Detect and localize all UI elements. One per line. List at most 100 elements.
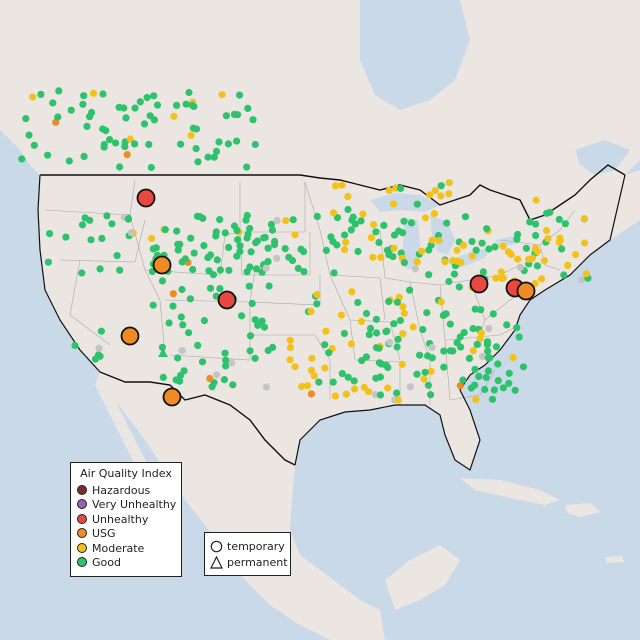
monitor-site-marker <box>99 90 107 98</box>
monitor-site-marker <box>366 324 375 332</box>
monitor-site-marker-large <box>516 281 536 301</box>
monitor-site-marker <box>556 234 564 242</box>
monitor-site-marker <box>159 373 167 381</box>
monitor-site-marker <box>499 242 507 250</box>
monitor-site-marker <box>251 354 259 362</box>
monitor-site-marker <box>442 310 450 318</box>
moderate-swatch-icon <box>77 543 87 553</box>
monitor-site-marker <box>394 396 402 404</box>
monitor-site-marker <box>249 116 257 124</box>
monitor-site-marker <box>427 391 435 399</box>
monitor-site-marker <box>178 347 186 355</box>
monitor-site-marker <box>389 200 398 208</box>
monitor-site-marker <box>131 104 139 112</box>
monitor-site-marker <box>461 213 470 221</box>
monitor-site-marker <box>582 270 591 278</box>
monitor-site-marker <box>37 90 45 98</box>
monitor-site-marker <box>96 265 104 273</box>
monitor-site-marker <box>261 233 269 242</box>
monitor-site-marker <box>513 235 521 243</box>
monitor-site-marker <box>186 295 194 303</box>
monitor-site-marker-large <box>217 290 237 310</box>
monitor-site-marker <box>236 247 244 255</box>
monitor-site-marker <box>384 384 392 392</box>
monitor-site-marker <box>531 244 540 252</box>
monitor-site-marker <box>236 242 244 250</box>
monitor-site-marker <box>185 329 193 337</box>
monitor-site-marker <box>329 378 337 386</box>
monitor-site-marker <box>507 250 515 258</box>
monitor-site-marker <box>424 352 432 360</box>
monitor-site-marker <box>44 151 52 159</box>
monitor-site-marker <box>225 243 233 251</box>
monitor-site-marker <box>450 270 458 278</box>
monitor-site-marker <box>333 241 341 249</box>
monitor-site-marker <box>514 255 522 263</box>
monitor-site-marker <box>71 341 79 350</box>
monitor-site-marker <box>349 213 357 221</box>
monitor-site-marker <box>177 313 185 321</box>
monitor-site-marker-large <box>120 326 140 346</box>
monitor-site-marker <box>220 376 228 384</box>
monitor-site-marker <box>372 315 380 323</box>
legend-label: Hazardous <box>92 483 151 497</box>
monitor-site-marker <box>206 284 215 292</box>
monitor-site-marker <box>298 382 306 390</box>
monitor-site-marker <box>400 217 408 225</box>
monitor-site-marker <box>333 214 342 222</box>
monitor-site-marker <box>406 286 414 294</box>
monitor-site-marker <box>543 209 551 217</box>
monitor-site-marker <box>555 215 563 223</box>
monitor-site-marker <box>273 254 281 262</box>
monitor-site-marker <box>300 268 308 276</box>
monitor-site-marker <box>147 163 155 172</box>
monitor-site-marker <box>247 248 255 256</box>
monitor-site-marker <box>262 264 270 272</box>
monitor-site-marker <box>189 265 197 274</box>
monitor-site-marker <box>273 217 281 225</box>
monitor-site-marker <box>86 113 94 121</box>
monitor-site-marker <box>282 217 290 225</box>
monitor-site-marker <box>30 141 38 149</box>
monitor-site-marker <box>467 384 475 392</box>
monitor-site-marker <box>245 282 253 290</box>
monitor-site-marker <box>196 213 204 221</box>
monitor-site-marker <box>445 190 453 198</box>
monitor-site-marker <box>341 231 349 239</box>
monitor-site-marker <box>478 239 486 247</box>
monitor-site-marker <box>428 236 436 244</box>
usg-swatch-icon <box>77 528 87 538</box>
monitor-site-marker <box>485 245 493 253</box>
monitor-site-marker <box>481 385 489 394</box>
monitor-site-marker <box>83 122 91 130</box>
monitor-site-marker <box>389 253 397 261</box>
monitor-site-marker <box>347 226 355 234</box>
monitor-site-marker <box>97 327 105 335</box>
monitor-site-marker <box>253 265 261 273</box>
monitor-site-marker <box>206 251 215 259</box>
monitor-site-marker <box>174 354 182 362</box>
monitor-site-marker <box>148 234 156 242</box>
monitor-site-marker <box>192 145 200 153</box>
monitor-site-marker <box>344 192 352 201</box>
monitor-site-marker <box>453 257 461 265</box>
monitor-site-marker <box>325 349 333 357</box>
monitor-site-marker <box>338 370 346 378</box>
monitor-site-marker <box>225 266 233 274</box>
monitor-site-marker <box>212 228 220 236</box>
monitor-site-marker <box>416 351 424 359</box>
monitor-site-marker <box>221 229 229 237</box>
monitor-site-marker <box>86 216 94 224</box>
unhealthy-swatch-icon <box>77 514 87 524</box>
monitor-site-marker <box>468 252 476 260</box>
monitor-site-marker <box>49 99 57 107</box>
monitor-site-marker <box>253 237 261 245</box>
monitor-site-marker <box>264 346 272 355</box>
monitor-site-marker <box>418 247 426 255</box>
monitor-site-marker <box>173 101 181 109</box>
monitor-site-marker <box>98 234 106 242</box>
monitor-site-marker <box>360 383 368 391</box>
monitor-site-marker <box>413 370 421 378</box>
monitor-site-marker <box>497 268 505 276</box>
monitor-site-marker <box>544 235 552 243</box>
